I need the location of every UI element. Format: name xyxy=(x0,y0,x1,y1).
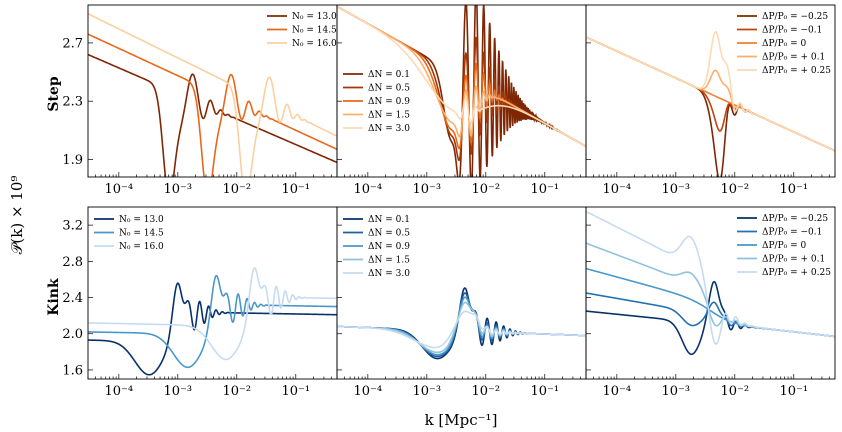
series-line-4 xyxy=(337,5,586,148)
x-tick-label: 10⁻³ xyxy=(662,384,691,399)
panels-group: 10⁻⁴ 10⁻³ 10⁻² 10⁻¹1.92.32.7N₀ = 13.0N₀ = 1… xyxy=(62,4,836,399)
legend-label: ΔP/P₀ = −0.25 xyxy=(762,12,828,22)
legend-label: ΔN = 0.9 xyxy=(368,242,410,252)
x-tick-label: 10⁻³ xyxy=(164,384,193,399)
y-tick-label: 2.0 xyxy=(62,327,83,342)
legend-label: ΔP/P₀ = 0 xyxy=(762,39,807,49)
legend-label: ΔN = 0.5 xyxy=(368,84,410,94)
legend: ΔN = 0.1 ΔN = 0.5 ΔN = 0.9 ΔN = 1.5 ΔN = 3.0 xyxy=(343,70,410,134)
legend: ΔN = 0.1 ΔN = 0.5 ΔN = 0.9 ΔN = 1.5 ΔN = 3.0 xyxy=(343,215,410,279)
panel-frame xyxy=(585,206,836,380)
x-tick-label: 10⁻⁴ xyxy=(354,182,383,197)
legend-label: ΔP/P₀ = −0.1 xyxy=(762,26,822,36)
legend: ΔP/P₀ = −0.25 ΔP/P₀ = −0.1 ΔP/P₀ = 0 ΔP/P₀ … xyxy=(737,12,831,76)
legend-label: ΔN = 0.1 xyxy=(368,70,410,80)
legend-label: ΔN = 0.9 xyxy=(368,97,410,107)
x-tick-label: 10⁻⁴ xyxy=(603,384,632,399)
x-tick-label: 10⁻¹ xyxy=(779,182,808,197)
x-axis-label: k [Mpc⁻¹] xyxy=(425,411,498,429)
legend-label: ΔN = 3.0 xyxy=(368,269,410,279)
x-tick-label: 10⁻² xyxy=(720,384,749,399)
x-tick-label: 10⁻¹ xyxy=(281,182,310,197)
x-tick-label: 10⁻³ xyxy=(662,182,691,197)
x-tick-label: 10⁻³ xyxy=(413,384,442,399)
series-line-1 xyxy=(88,33,337,177)
legend-label: ΔN = 0.5 xyxy=(368,229,410,239)
series-line-2 xyxy=(88,267,337,361)
x-tick-label: 10⁻⁴ xyxy=(105,182,134,197)
series-line-2 xyxy=(88,13,337,177)
panel-step-1: 10⁻⁴ 10⁻³ 10⁻² 10⁻¹ ΔN = 0.1 ΔN = 0.5 ΔN = 0.9… xyxy=(336,4,587,197)
legend-label: ΔP/P₀ = + 0.25 xyxy=(762,268,831,278)
y-tick-label: 1.9 xyxy=(62,153,83,168)
x-tick-label: 10⁻² xyxy=(471,182,500,197)
series-line-1 xyxy=(88,274,337,369)
series-line-4 xyxy=(586,30,835,152)
legend: N₀ = 13.0 N₀ = 14.5 N₀ = 16.0 xyxy=(94,215,164,252)
y-axis-label: 𝒫(k) × 10⁹ xyxy=(8,176,26,255)
x-tick-label: 10⁻² xyxy=(222,182,251,197)
panel-kink-0: 10⁻⁴ 10⁻³ 10⁻² 10⁻¹ 1.6 2.0 2.4 2.8 3.2 N₀ = 13.0… xyxy=(62,206,338,399)
legend-label: ΔP/P₀ = −0.1 xyxy=(762,228,822,238)
y-tick-label: 2.3 xyxy=(62,95,83,110)
legend-label: N₀ = 14.5 xyxy=(119,229,164,239)
x-tick-label: 10⁻² xyxy=(222,384,251,399)
series-line-4 xyxy=(586,210,835,345)
series-line-0 xyxy=(88,53,337,177)
legend-label: N₀ = 16.0 xyxy=(119,242,164,252)
legend-label: ΔP/P₀ = + 0.1 xyxy=(762,255,825,265)
x-tick-label: 10⁻² xyxy=(471,384,500,399)
legend-label: N₀ = 13.0 xyxy=(119,215,164,225)
row-label-kink: Kink xyxy=(46,278,62,316)
legend-label: ΔN = 1.5 xyxy=(368,111,410,121)
x-tick-label: 10⁻¹ xyxy=(530,384,559,399)
x-tick-label: 10⁻¹ xyxy=(281,384,310,399)
legend: N₀ = 13.0 N₀ = 14.5 N₀ = 16.0 xyxy=(267,12,337,49)
panel-frame xyxy=(585,4,836,178)
legend-label: ΔP/P₀ = −0.25 xyxy=(762,214,828,224)
x-tick-label: 10⁻⁴ xyxy=(105,384,134,399)
x-tick-label: 10⁻³ xyxy=(413,182,442,197)
legend-label: ΔN = 0.1 xyxy=(368,215,410,225)
series-line-0 xyxy=(586,280,835,356)
series-line-4 xyxy=(337,310,586,349)
y-tick-label: 2.4 xyxy=(62,291,83,306)
row-label-step: Step xyxy=(46,76,62,111)
x-tick-label: 10⁻¹ xyxy=(530,182,559,197)
legend-label: ΔN = 1.5 xyxy=(368,256,410,266)
panel-step-0: 10⁻⁴ 10⁻³ 10⁻² 10⁻¹1.92.32.7N₀ = 13.0N₀ = 1… xyxy=(62,4,338,197)
series-line-3 xyxy=(337,301,586,354)
x-tick-label: 10⁻⁴ xyxy=(603,182,632,197)
x-tick-label: 10⁻¹ xyxy=(779,384,808,399)
x-tick-label: 10⁻⁴ xyxy=(354,384,383,399)
y-tick-label: 3.2 xyxy=(62,219,83,234)
y-tick-label: 2.8 xyxy=(62,255,83,270)
legend-label: ΔP/P₀ = 0 xyxy=(762,241,807,251)
y-tick-label: 1.6 xyxy=(62,363,83,378)
legend-label: ΔP/P₀ = + 0.1 xyxy=(762,53,825,63)
legend: ΔP/P₀ = −0.25 ΔP/P₀ = −0.1 ΔP/P₀ = 0 ΔP/P₀ … xyxy=(737,214,831,278)
legend-label: N₀ = 13.0 xyxy=(292,12,337,22)
legend-label: N₀ = 16.0 xyxy=(292,39,337,49)
legend-label: N₀ = 14.5 xyxy=(292,26,337,36)
x-tick-label: 10⁻² xyxy=(720,182,749,197)
legend-label: ΔP/P₀ = + 0.25 xyxy=(762,66,831,76)
x-tick-label: 10⁻³ xyxy=(164,182,193,197)
legend-label: ΔN = 3.0 xyxy=(368,124,410,134)
series-line-0 xyxy=(88,282,337,376)
panel-kink-1: 10⁻⁴ 10⁻³ 10⁻² 10⁻¹ ΔN = 0.1 ΔN = 0.5 ΔN = 0.9… xyxy=(336,206,587,399)
y-tick-label: 2.7 xyxy=(62,36,83,51)
